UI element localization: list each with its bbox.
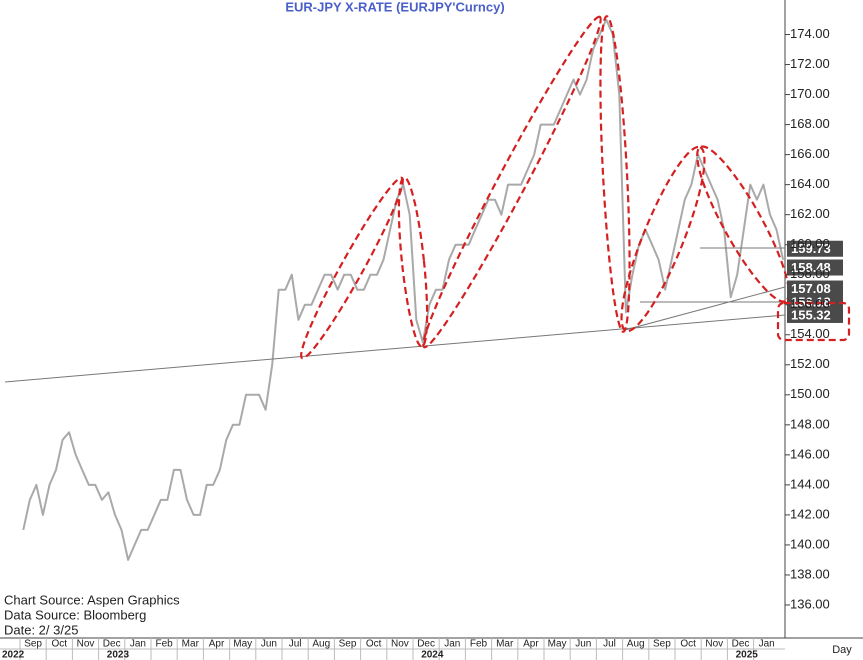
y-tick-label: 160.00	[790, 236, 830, 251]
price-label-box	[787, 280, 843, 297]
year-label: 2022	[2, 650, 25, 660]
y-tick-label: 164.00	[790, 176, 830, 191]
source-line: Chart Source: Aspen Graphics	[4, 592, 180, 607]
x-tick-label: Sep	[24, 639, 42, 650]
y-tick-label: 158.00	[790, 266, 830, 281]
x-tick-label: May	[548, 639, 567, 650]
y-tick-label: 146.00	[790, 446, 830, 461]
y-tick-label: 170.00	[790, 86, 830, 101]
annotation-ellipse	[397, 176, 429, 348]
source-line: Data Source: Bloomberg	[4, 607, 146, 622]
x-tick-label: Mar	[182, 639, 200, 650]
x-tick-label: Jan	[130, 639, 146, 650]
x-tick-label: Oct	[366, 639, 382, 650]
price-label: 155.32	[791, 307, 831, 322]
x-tick-label: Nov	[705, 639, 723, 650]
x-unit-label: Day	[832, 644, 852, 656]
price-label-box	[787, 306, 843, 323]
y-tick-label: 162.00	[790, 206, 830, 221]
x-tick-label: Jul	[603, 639, 616, 650]
x-tick-label: Aug	[312, 639, 330, 650]
x-tick-label: Sep	[653, 639, 671, 650]
x-tick-label: Jan	[759, 639, 775, 650]
x-tick-label: Nov	[77, 639, 95, 650]
rising-trendline	[624, 286, 786, 331]
x-tick-label: May	[233, 639, 252, 650]
price-label: 158.48	[791, 260, 831, 275]
y-tick-label: 156.00	[790, 296, 830, 311]
year-label: 2024	[421, 650, 444, 660]
x-tick-label: Oct	[52, 639, 68, 650]
year-label: 2025	[736, 650, 759, 660]
x-tick-label: Nov	[391, 639, 409, 650]
x-tick-label: Dec	[732, 639, 750, 650]
y-tick-label: 136.00	[790, 596, 830, 611]
chart-title: EUR-JPY X-RATE (EURJPY'Curncy)	[285, 0, 504, 14]
y-tick-label: 154.00	[790, 326, 830, 341]
y-tick-label: 142.00	[790, 506, 830, 521]
price-label-box	[787, 259, 843, 276]
x-tick-label: Dec	[103, 639, 121, 650]
x-tick-label: Apr	[209, 639, 225, 650]
y-tick-label: 174.00	[790, 26, 830, 41]
y-tick-label: 166.00	[790, 146, 830, 161]
x-tick-label: Apr	[523, 639, 539, 650]
x-tick-label: Jun	[575, 639, 591, 650]
price-label: 157.08	[791, 281, 831, 296]
y-tick-label: 148.00	[790, 416, 830, 431]
y-tick-label: 140.00	[790, 536, 830, 551]
price-label: 159.73	[791, 241, 831, 256]
x-tick-label: Dec	[417, 639, 435, 650]
price-label-box	[787, 294, 843, 311]
y-tick-label: 168.00	[790, 116, 830, 131]
x-tick-label: Jan	[444, 639, 460, 650]
annotation-ellipse	[620, 145, 706, 333]
y-tick-label: 150.00	[790, 386, 830, 401]
plot	[22, 18, 785, 561]
x-tick-label: Oct	[680, 639, 696, 650]
source-line: Date: 2/ 3/25	[4, 622, 78, 637]
y-tick-label: 138.00	[790, 566, 830, 581]
support-trendline	[4, 314, 786, 383]
annotation-box	[776, 301, 851, 342]
x-tick-label: Feb	[155, 639, 173, 650]
x-tick-label: Sep	[339, 639, 357, 650]
x-tick-label: Jul	[289, 639, 302, 650]
x-tick-label: Mar	[496, 639, 514, 650]
year-label: 2023	[107, 650, 130, 660]
annotation-ellipse	[599, 15, 631, 333]
price-label-box	[787, 240, 843, 257]
annotation-ellipse	[422, 15, 602, 349]
y-tick-label: 172.00	[790, 56, 830, 71]
x-tick-label: Aug	[627, 639, 645, 650]
x-tick-label: Feb	[470, 639, 488, 650]
y-tick-label: 144.00	[790, 476, 830, 491]
price-line	[22, 18, 785, 561]
y-tick-label: 152.00	[790, 356, 830, 371]
x-tick-label: Jun	[261, 639, 277, 650]
